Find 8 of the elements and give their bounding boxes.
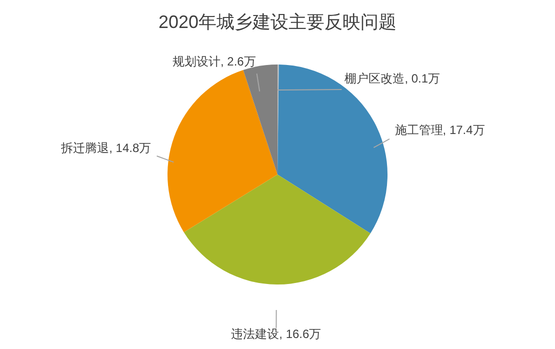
- slice-label: 规划设计, 2.6万: [172, 54, 256, 69]
- pie-slice: [184, 174, 370, 284]
- slice-label: 施工管理, 17.4万: [394, 123, 485, 138]
- slice-label: 拆迁腾退, 14.8万: [60, 140, 152, 155]
- slice-label: 棚户区改造, 0.1万: [344, 71, 440, 86]
- pie-slice: [168, 70, 278, 232]
- slice-label: 违法建设, 16.6万: [231, 326, 322, 341]
- chart-title: 2020年城乡建设主要反映问题: [158, 12, 397, 32]
